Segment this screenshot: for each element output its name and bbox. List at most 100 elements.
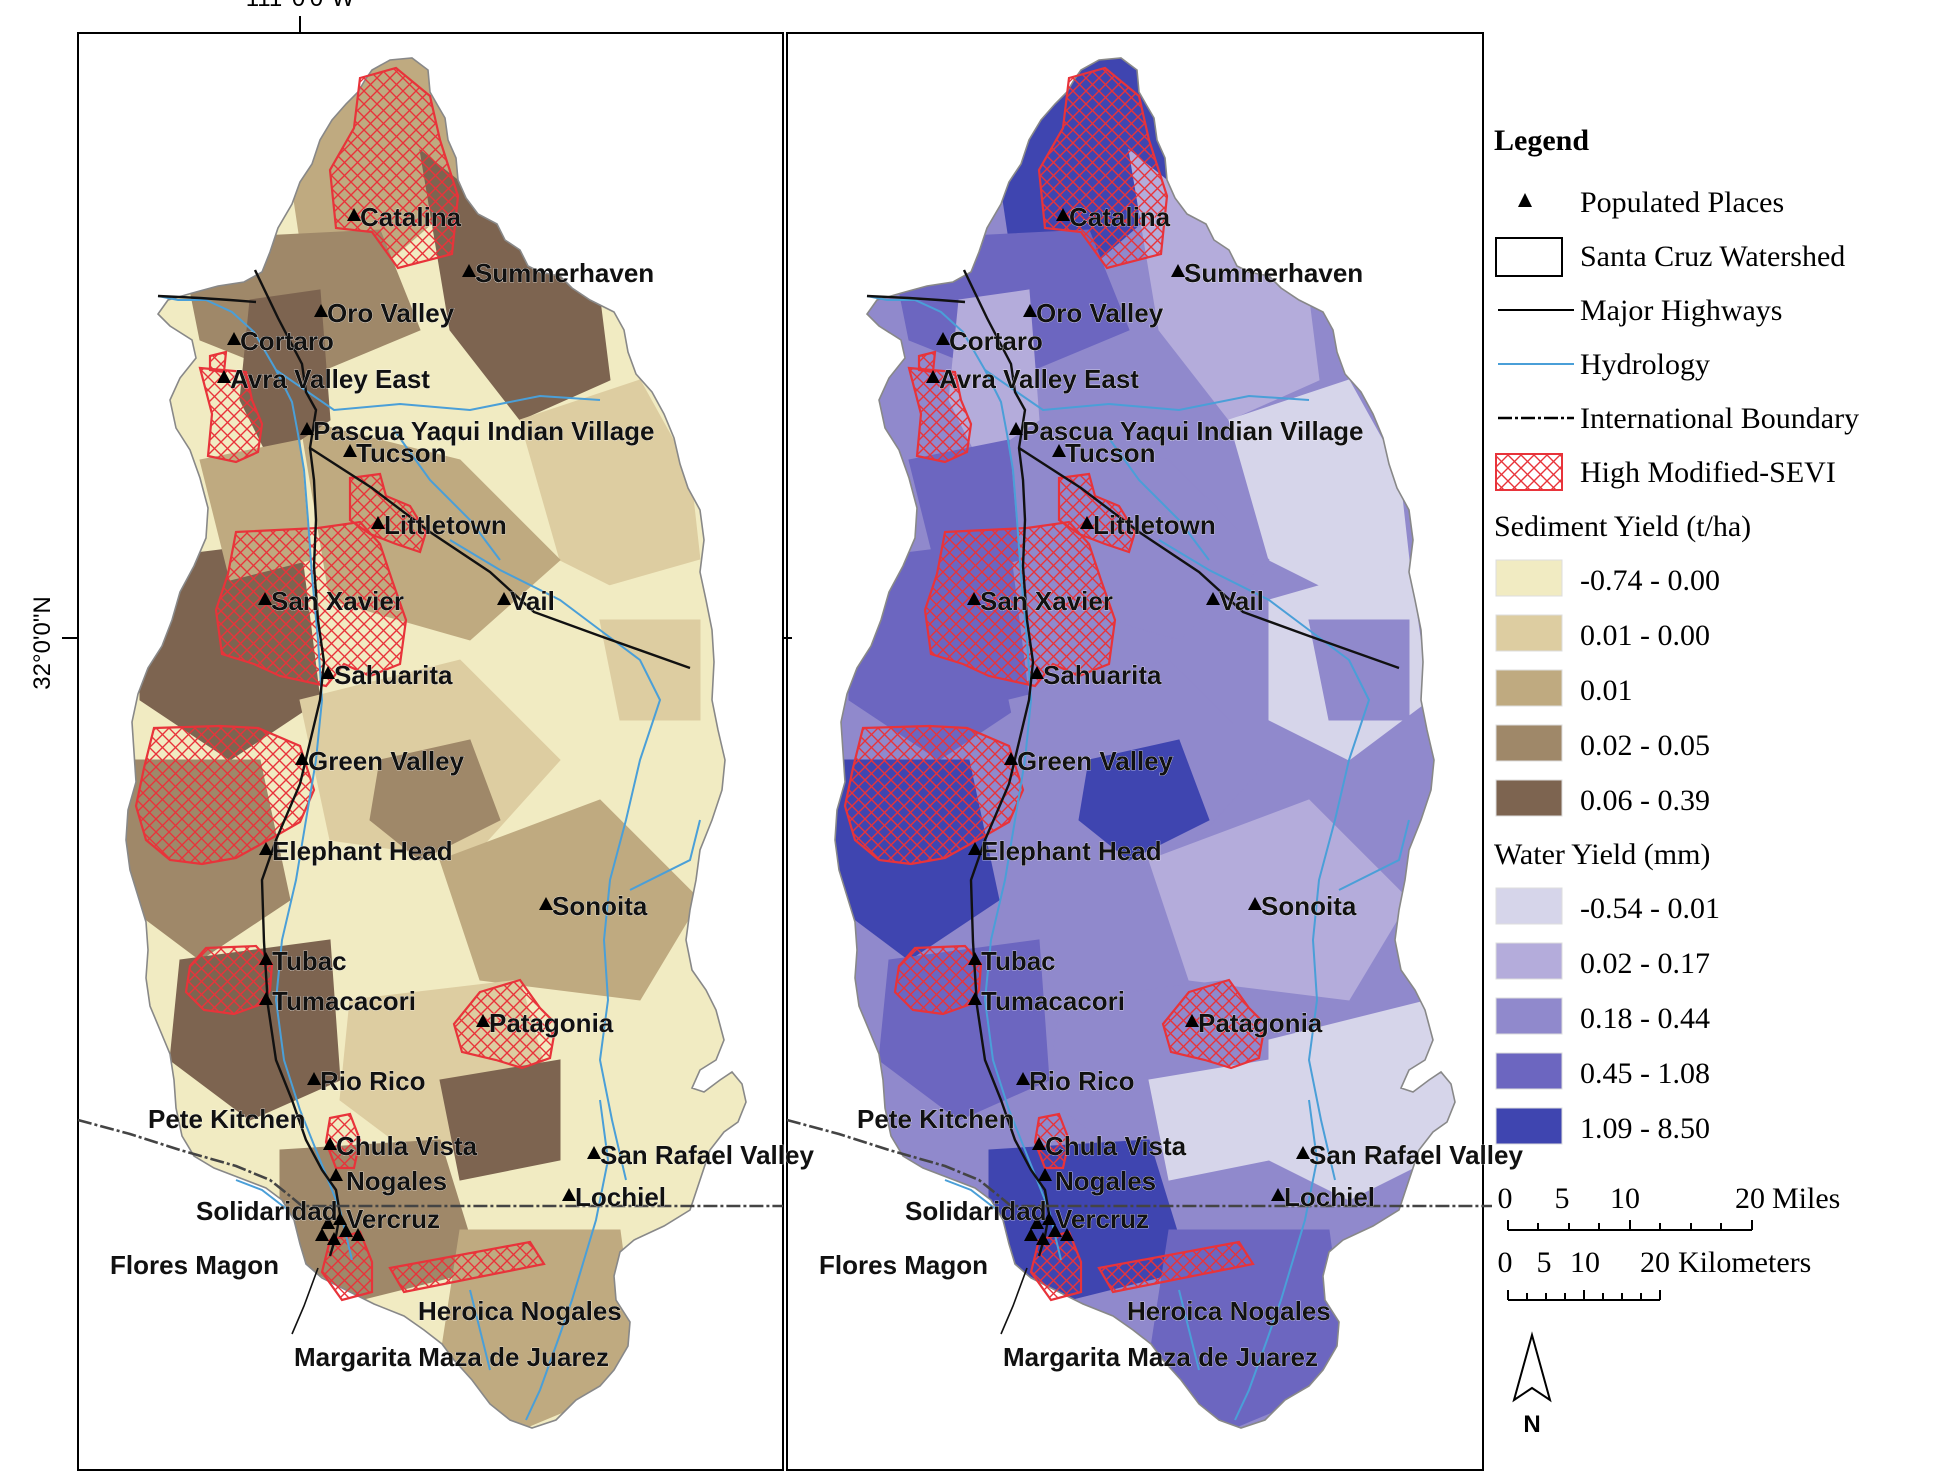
- place-label: Oro Valley: [1036, 298, 1164, 328]
- populated-place-icon: [347, 208, 361, 221]
- populated-place-icon: [562, 1188, 576, 1201]
- legend-title: Legend: [1494, 124, 1589, 157]
- populated-place-icon: [1206, 592, 1220, 605]
- place-label: Solidaridad: [196, 1196, 338, 1226]
- place-label: Vercruz: [346, 1204, 440, 1234]
- sediment-classes: -0.74 - 0.00 0.01 - 0.00 0.01 0.02 - 0.05 0.…: [1495, 559, 1720, 817]
- place-label: San Rafael Valley: [1309, 1140, 1523, 1170]
- highway-line: [1018, 446, 1400, 670]
- place-label: Summerhaven: [475, 258, 654, 288]
- triangle-icon: [1518, 193, 1532, 207]
- place-label: Cortaro: [949, 326, 1043, 356]
- place-label: Flores Magon: [110, 1250, 279, 1280]
- scale-tick-label: 20: [1640, 1246, 1670, 1279]
- class-label: -0.74 - 0.00: [1580, 564, 1720, 597]
- populated-place-icon: [339, 1224, 353, 1237]
- populated-place-icon: [1052, 444, 1066, 457]
- place-label: Sahuarita: [334, 660, 453, 690]
- yield-zone: [1148, 1059, 1270, 1181]
- yield-zone: [1078, 739, 1210, 861]
- sediment-map-frame: [77, 32, 784, 1471]
- scale-tick-label: 10: [1610, 1182, 1640, 1215]
- class-swatch: [1495, 942, 1563, 980]
- legend-item-watershed: Santa Cruz Watershed: [1495, 237, 1845, 277]
- populated-place-icon: [1030, 666, 1044, 679]
- place-label: Vail: [1219, 586, 1264, 616]
- legend-item-highways: Major Highways: [1498, 294, 1782, 327]
- place-label: Nogales: [1055, 1166, 1156, 1196]
- place-label: Flores Magon: [819, 1250, 988, 1280]
- highway-line: [866, 294, 966, 304]
- populated-place-icon: [1016, 1072, 1030, 1085]
- place-label: Elephant Head: [981, 836, 1162, 866]
- north-arrow-icon: [1512, 1331, 1552, 1403]
- populated-place-icon: [926, 370, 940, 383]
- populated-place-icon: [1080, 516, 1094, 529]
- class-swatch: [1495, 614, 1563, 652]
- scale-tick-label: 0: [1498, 1182, 1513, 1215]
- place-label: Vercruz: [1055, 1204, 1149, 1234]
- populated-place-icon: [1296, 1146, 1310, 1159]
- sevi-area: [1161, 978, 1267, 1070]
- scale-unit-label: Kilometers: [1678, 1246, 1811, 1279]
- populated-place-icon: [327, 1232, 341, 1245]
- populated-place-icon: [1048, 1224, 1062, 1237]
- place-label: Heroica Nogales: [418, 1296, 622, 1326]
- populated-place-icon: [217, 370, 231, 383]
- place-label: Green Valley: [1017, 746, 1174, 776]
- class-swatch: [1495, 559, 1563, 597]
- sevi-area: [214, 520, 408, 688]
- watershed-outline: [125, 57, 747, 1429]
- populated-place-icon: [323, 1137, 337, 1150]
- place-label: Avra Valley East: [939, 364, 1139, 394]
- place-label: Catalina: [360, 202, 462, 232]
- sevi-area: [198, 366, 264, 464]
- leader-line: [1000, 1267, 1028, 1335]
- populated-place-icon: [1004, 752, 1018, 765]
- populated-place-icon: [259, 952, 273, 965]
- place-label: Lochiel: [575, 1182, 666, 1212]
- place-label: Heroica Nogales: [1127, 1296, 1331, 1326]
- legend-item-label: International Boundary: [1580, 402, 1859, 435]
- latitude-label: 32°0'0"N: [29, 596, 56, 689]
- place-label: San Xavier: [980, 586, 1113, 616]
- populated-place-icon: [1248, 897, 1262, 910]
- sevi-area: [324, 1112, 362, 1170]
- scale-bar-miles: 0 5 10 20 Miles: [1498, 1182, 1840, 1231]
- populated-place-icon: [587, 1146, 601, 1159]
- class-label: 0.06 - 0.39: [1580, 784, 1710, 817]
- sevi-area: [328, 66, 460, 270]
- sevi-area: [843, 724, 1025, 866]
- populated-place-icon: [968, 842, 982, 855]
- populated-place-icon: [497, 592, 511, 605]
- populated-place-icon: [1171, 264, 1185, 277]
- place-label: Sonoita: [552, 891, 648, 921]
- populated-place-icon: [333, 1212, 347, 1225]
- place-label: Patagonia: [489, 1008, 614, 1038]
- sevi-area: [907, 366, 973, 464]
- place-label: Catalina: [1069, 202, 1171, 232]
- class-swatch: [1495, 724, 1563, 762]
- class-swatch: [1495, 997, 1563, 1035]
- class-label: 0.01: [1580, 674, 1633, 707]
- class-label: 0.02 - 0.17: [1580, 947, 1710, 980]
- scale-tick-label: 20: [1735, 1182, 1765, 1215]
- class-label: 0.18 - 0.44: [1580, 1002, 1710, 1035]
- place-label: Avra Valley East: [230, 364, 430, 394]
- river-line: [393, 429, 501, 561]
- river-line: [235, 1179, 289, 1211]
- populated-place-icon: [329, 1168, 343, 1181]
- place-label: Vail: [510, 586, 555, 616]
- river-line: [944, 1179, 998, 1211]
- scale-bar-line: [1507, 1290, 1661, 1301]
- scale-tick-label: 5: [1537, 1246, 1552, 1279]
- river-line: [1338, 819, 1410, 891]
- yield-zone: [439, 799, 701, 1001]
- place-label: Rio Rico: [1029, 1066, 1134, 1096]
- international-boundary: [77, 1118, 783, 1208]
- populated-place-icon: [321, 1216, 335, 1229]
- river-line: [449, 539, 662, 1181]
- legend-item-label: Major Highways: [1580, 294, 1782, 327]
- populated-place-icon: [259, 842, 273, 855]
